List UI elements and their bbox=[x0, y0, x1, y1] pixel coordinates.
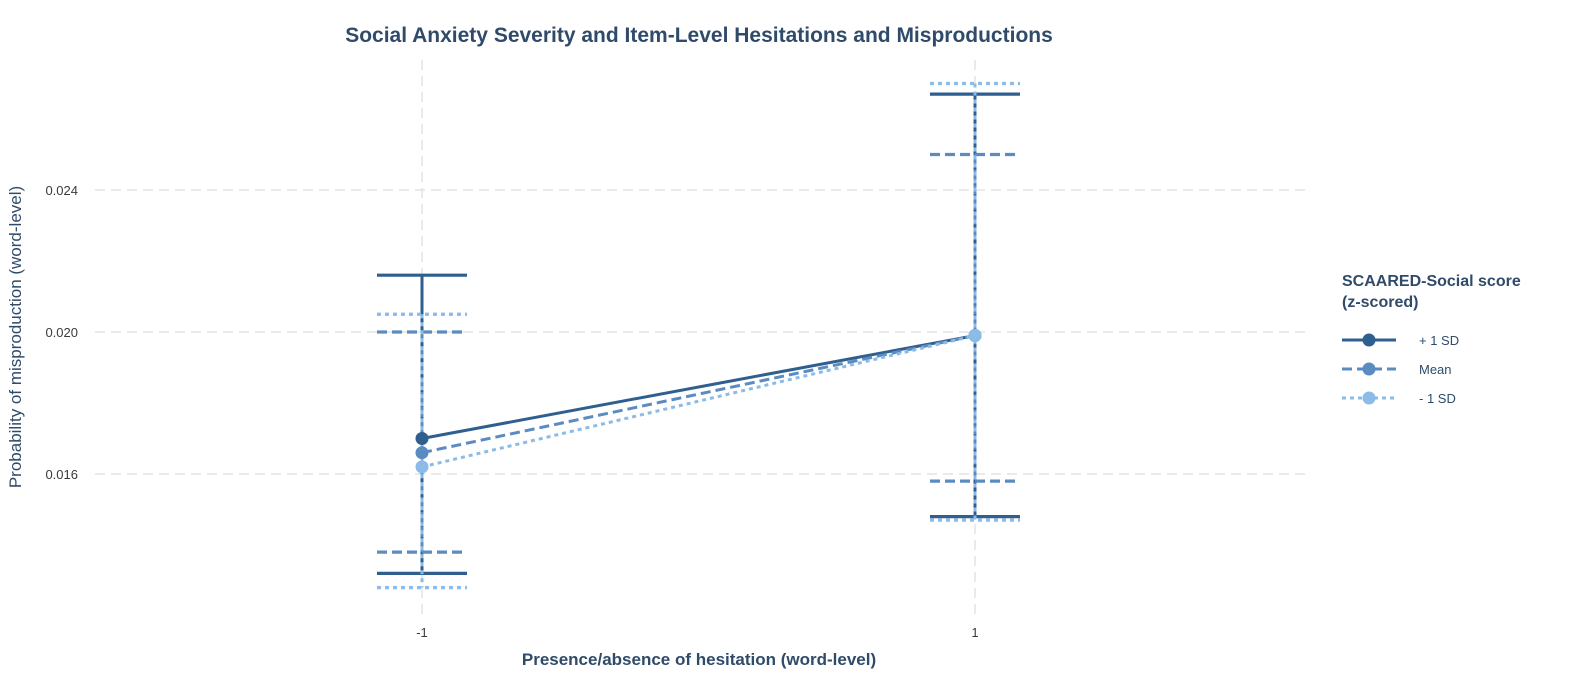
legend-label: Mean bbox=[1419, 362, 1452, 377]
legend-label: + 1 SD bbox=[1419, 333, 1459, 348]
series-line bbox=[421, 334, 976, 469]
grid bbox=[95, 60, 1308, 618]
legend-key-point bbox=[1362, 391, 1376, 405]
y-axis-title: Probability of misproduction (word-level… bbox=[6, 186, 25, 488]
x-tick-label: 1 bbox=[971, 625, 978, 640]
data-point bbox=[415, 446, 429, 460]
error-bars bbox=[377, 81, 1020, 590]
x-tick-label: -1 bbox=[416, 625, 428, 640]
y-tick-label: 0.020 bbox=[45, 325, 78, 340]
data-points bbox=[415, 329, 982, 474]
axis-ticks: 0.016 0.020 0.024 -1 1 bbox=[45, 183, 978, 640]
y-tick-label: 0.016 bbox=[45, 467, 78, 482]
legend: SCAARED-Social score (z-scored) + 1 SD Me… bbox=[1342, 273, 1521, 406]
series-lines bbox=[421, 334, 976, 469]
legend-subtitle: (z-scored) bbox=[1342, 294, 1418, 311]
y-tick-label: 0.024 bbox=[45, 183, 78, 198]
data-point bbox=[968, 329, 982, 343]
x-axis-title: Presence/absence of hesitation (word-lev… bbox=[522, 650, 876, 669]
chart-title: Social Anxiety Severity and Item-Level H… bbox=[345, 24, 1053, 47]
legend-title: SCAARED-Social score bbox=[1342, 273, 1521, 290]
data-point bbox=[415, 432, 429, 445]
legend-key-point bbox=[1362, 333, 1376, 347]
series-line bbox=[421, 334, 976, 440]
data-point bbox=[415, 460, 429, 474]
series-line bbox=[421, 334, 976, 455]
legend-label: - 1 SD bbox=[1419, 391, 1456, 406]
legend-items: + 1 SD Mean - 1 SD bbox=[1342, 333, 1459, 406]
legend-key-point bbox=[1362, 362, 1376, 376]
